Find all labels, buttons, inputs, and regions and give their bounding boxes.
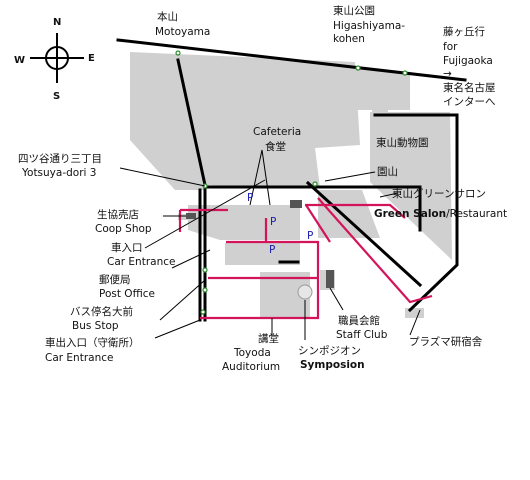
route-path [178,197,433,320]
label-post-jp: 郵便局 [99,274,131,286]
parking-p-1: P [247,192,254,204]
label-staff-en: Staff Club [336,329,388,341]
label-kodo-en2: Auditorium [222,361,281,373]
label-green-en: Green Salon [374,208,447,220]
compass-s: S [53,91,61,102]
label-carout-jp: 車出入口（守衛所） [45,337,140,349]
label-fuji-jp: 藤ヶ丘行 [443,26,485,38]
label-yotsuya-en: Yotsuya-dori 3 [22,167,97,179]
label-higashi-en2: kohen [333,33,365,45]
label-zoo: 東山動物園 [376,137,429,149]
label-plasma: プラズマ研宿舎 [409,336,483,348]
label-bus-en: Bus Stop [72,320,119,332]
label-carin-jp: 車入口 [111,242,143,254]
label-coop-en: Coop Shop [95,223,152,235]
label-fuji-en: Fujigaoka [443,55,493,67]
label-staff-jp: 職員会館 [338,315,380,327]
label-higashi-en1: Higashiyama- [333,20,406,32]
label-green-jp: 東山グリーンサロン [392,188,486,200]
label-kodo-en1: Toyoda [234,347,271,359]
parking-p-3: P [269,244,276,256]
label-bus-jp: バス停名大前 [70,306,133,318]
stations [175,50,408,315]
compass-w: W [14,55,26,66]
label-fuji-for: for [443,41,458,53]
label-motoyama-jp: 本山 [157,11,178,23]
dark-buildings [186,200,334,288]
label-ic2: インターへ [443,96,496,108]
label-carout-en: Car Entrance [45,352,114,364]
label-green-rest: /Restaurant [446,208,508,220]
label-coop-jp: 生協売店 [97,209,139,221]
label-cafe-en: Cafeteria [253,126,302,138]
label-arrow: → [443,68,452,80]
compass-icon [30,33,84,83]
label-yotsuya-jp: 四ツ谷通り三丁目 [18,153,102,165]
label-post-en: Post Office [99,288,155,300]
label-symp-jp: シンポジオン [298,345,361,357]
leader-lines [119,149,421,340]
label-higashi-jp: 東山公園 [333,5,375,17]
parking-p-4: P [307,230,314,242]
compass-n: N [53,17,62,28]
label-carin-en: Car Entrance [107,256,176,268]
symposion-hall [297,284,313,300]
parking-p-2: P [270,216,277,228]
compass-e: E [88,53,95,64]
label-cafe-jp: 食堂 [265,141,286,153]
label-symp-en: Symposion [300,359,365,371]
label-motoyama-en: Motoyama [155,26,211,38]
campus-blocks [130,52,452,318]
label-kodo-jp: 講堂 [258,333,279,345]
label-enzan: 園山 [377,166,398,178]
label-ic1: 東名名古屋 [443,82,496,94]
